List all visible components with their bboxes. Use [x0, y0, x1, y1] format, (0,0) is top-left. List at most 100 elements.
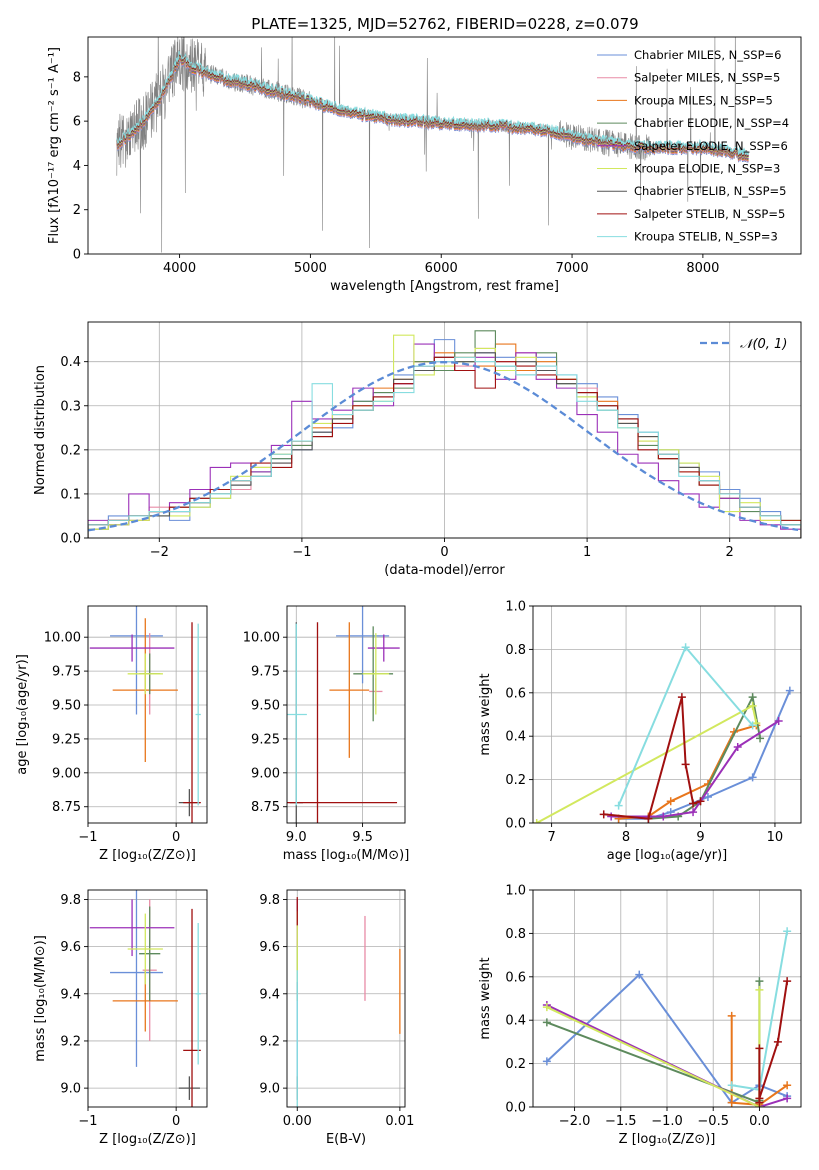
- weight-marker: [607, 812, 616, 821]
- plot-area: [89, 890, 201, 1107]
- x-tick-label: 0.00: [283, 1114, 312, 1129]
- x-tick-label: −1: [78, 830, 97, 845]
- y-tick-label: 0.2: [505, 1057, 526, 1072]
- weight-series-line: [758, 980, 789, 1103]
- y-tick-label: 9.4: [259, 987, 280, 1002]
- plot-area: [542, 927, 792, 1107]
- weight-marker: [756, 734, 765, 743]
- x-tick-label: 7000: [556, 261, 589, 276]
- weight-marker: [599, 810, 608, 819]
- weight-marker: [727, 1098, 736, 1107]
- y-tick-label: 0.2: [505, 773, 526, 788]
- y-tick-label: 6: [73, 115, 81, 130]
- y-tick-label: 1.0: [505, 600, 526, 615]
- weight-series-line: [536, 704, 758, 823]
- y-axis-label: age [log₁₀(age/yr)]: [15, 654, 30, 775]
- y-tick-label: 8.75: [251, 800, 280, 815]
- weight-marker: [733, 743, 742, 752]
- weight-marker: [748, 773, 757, 782]
- panel-mass-vs-Z: −1 0 9.0 9.2 9.4 9.6 9.8 Z [log₁₀(Z/Z⊙)] mass [l…: [33, 889, 208, 1147]
- x-axis-label: mass [log₁₀(M/M⊙)]: [283, 848, 410, 863]
- weight-marker: [774, 717, 783, 726]
- plot-area: [116, 37, 749, 253]
- weight-marker: [659, 812, 668, 821]
- y-tick-label: 1.0: [505, 884, 526, 899]
- y-tick-label: 9.6: [259, 940, 280, 955]
- plot-area: [287, 606, 400, 823]
- panel-massweight-vs-Z: −2.0 −1.5 −1.0 −0.5 0.0 0.0 0.2 0.4 0.6 0.8 1.0 Z […: [478, 884, 802, 1147]
- x-axis-label: (data-model)/error: [384, 563, 505, 578]
- y-tick-label: 0.0: [505, 817, 526, 832]
- y-tick-label: 9.50: [251, 699, 280, 714]
- y-tick-label: 0.1: [60, 487, 81, 502]
- x-tick-label: 5000: [294, 261, 327, 276]
- weight-marker: [785, 686, 794, 695]
- y-tick-label: 8.75: [52, 800, 81, 815]
- weight-marker: [727, 1011, 736, 1020]
- weight-marker: [677, 693, 686, 702]
- legend-label: Kroupa STELIB, N_SSP=3: [634, 230, 778, 244]
- plot-area: [89, 606, 201, 823]
- weight-marker: [773, 1037, 782, 1046]
- panel-massweight-vs-age: 7 8 9 10 0.0 0.2 0.4 0.6 0.8 1.0 age [log₁₀(age/yr…: [478, 600, 802, 863]
- axes-frame: [87, 889, 208, 1108]
- x-tick-label: 0: [440, 545, 448, 560]
- x-tick-label: −0.5: [697, 1114, 729, 1129]
- legend-label: Salpeter MILES, N_SSP=5: [634, 71, 780, 85]
- weight-marker: [748, 721, 757, 730]
- x-axis-label: Z [log₁₀(Z/Z⊙)]: [619, 1132, 716, 1147]
- weight-marker: [533, 819, 541, 823]
- weight-marker: [783, 1081, 792, 1090]
- y-axis-label: mass weight: [478, 957, 493, 1039]
- y-tick-label: 9.2: [60, 1034, 81, 1049]
- y-tick-label: 9.75: [52, 665, 81, 680]
- weight-marker: [681, 643, 690, 652]
- x-tick-label: 6000: [425, 261, 458, 276]
- weight-marker: [748, 693, 757, 702]
- y-tick-label: 0.6: [505, 970, 526, 985]
- x-tick-label: 9: [696, 830, 704, 845]
- plot-area: [533, 643, 794, 823]
- weight-marker: [755, 1094, 764, 1103]
- y-tick-label: 10.00: [44, 631, 81, 646]
- weight-marker: [783, 1094, 792, 1103]
- x-tick-label: −2.0: [559, 1114, 591, 1129]
- y-tick-label: 9.8: [259, 893, 280, 908]
- x-tick-label: 9.5: [352, 830, 373, 845]
- y-axis-label: mass weight: [478, 673, 493, 755]
- figure-title: PLATE=1325, MJD=52762, FIBERID=0228, z=0…: [251, 15, 638, 33]
- x-tick-label: −1.5: [605, 1114, 637, 1129]
- y-tick-label: 9.6: [60, 940, 81, 955]
- weight-series-line: [546, 981, 761, 1105]
- weight-series-line: [617, 645, 754, 806]
- y-tick-label: 0.6: [505, 686, 526, 701]
- y-tick-label: 0.0: [505, 1101, 526, 1116]
- x-tick-label: 8000: [686, 261, 719, 276]
- y-tick-label: 0.8: [505, 643, 526, 658]
- x-tick-label: 0: [172, 830, 180, 845]
- axes-frame: [286, 605, 406, 824]
- legend-label: Kroupa ELODIE, N_SSP=3: [634, 162, 780, 176]
- weight-marker: [783, 927, 792, 936]
- y-tick-label: 9.0: [259, 1082, 280, 1097]
- plot-area: [88, 330, 801, 538]
- y-axis-label: Flux [fλ10⁻¹⁷ erg cm⁻² s⁻¹ A⁻¹]: [47, 47, 62, 244]
- weight-marker: [755, 985, 764, 994]
- y-tick-label: 9.4: [60, 987, 81, 1002]
- weight-marker: [666, 797, 675, 806]
- weight-marker: [755, 1044, 764, 1053]
- panel-spectrum: 4000 5000 6000 7000 8000 0 2 4 6 8 wavelength [Ang…: [47, 36, 802, 294]
- y-axis-label: Normed distribution: [33, 365, 48, 495]
- panel-age-vs-mass: 9.0 9.5 8.75 9.00 9.25 9.50 9.75 10.00 mass [log…: [243, 605, 410, 863]
- weight-marker: [727, 1081, 736, 1090]
- weight-series-line: [730, 1015, 788, 1106]
- y-tick-label: 0: [73, 248, 81, 263]
- weight-marker: [783, 977, 792, 986]
- weight-marker: [755, 977, 764, 986]
- legend-label: Salpeter ELODIE, N_SSP=6: [634, 139, 788, 153]
- weight-marker: [542, 1018, 551, 1027]
- panel-residuals: −2 −1 0 1 2 0.0 0.1 0.2 0.3 0.4 (data-model)/error…: [33, 321, 802, 578]
- x-tick-label: 0: [172, 1114, 180, 1129]
- x-axis-label: age [log₁₀(age/yr)]: [607, 848, 728, 863]
- legend-label: 𝒩(0, 1): [740, 337, 787, 352]
